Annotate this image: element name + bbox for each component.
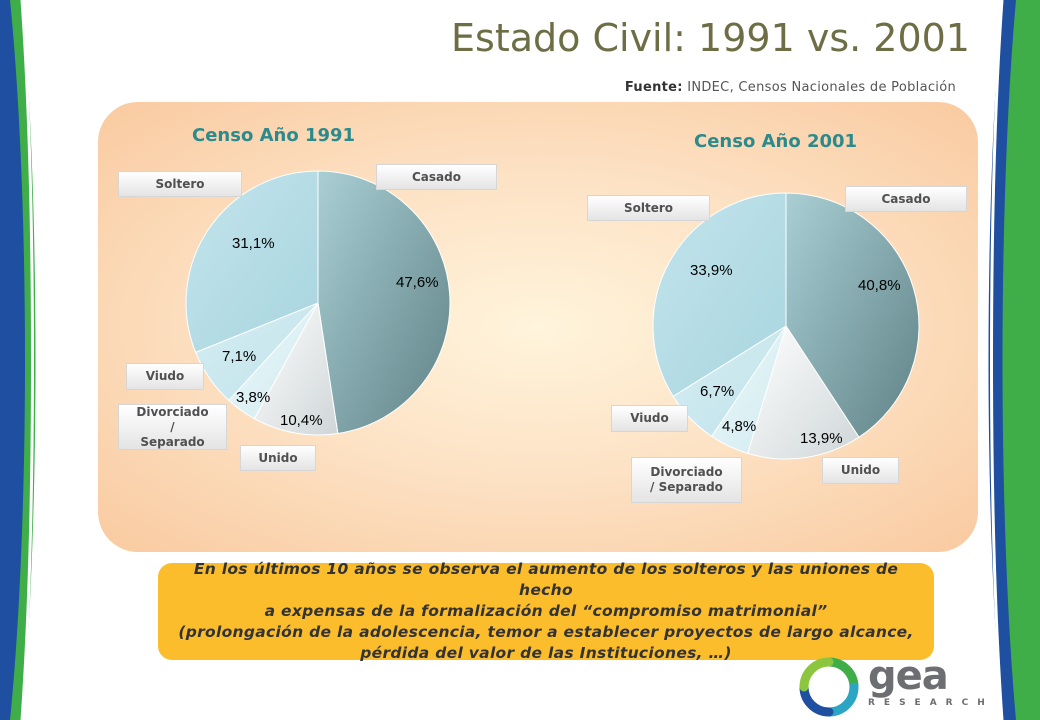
source-text: INDEC, Censos Nacionales de Población: [687, 80, 956, 95]
legend-label-viudo-2001: Viudo: [611, 405, 688, 432]
data-label-divorciado-1991: 3,8%: [236, 389, 271, 406]
legend-label-soltero-2001: Soltero: [587, 195, 710, 221]
data-label-unido-1991: 10,4%: [280, 412, 323, 429]
gea-logo-icon: [799, 657, 859, 717]
data-label-soltero-2001: 33,9%: [690, 262, 733, 279]
legend-label-casado-2001: Casado: [845, 186, 967, 212]
note-line-3: (prolongación de la adolescencia, temor …: [178, 623, 914, 641]
gea-logo-text: gea RESEARCH: [868, 656, 994, 708]
data-label-viudo-1991: 7,1%: [222, 348, 257, 365]
pie-slice-soltero-1991: [185, 170, 319, 354]
page-title: Estado Civil: 1991 vs. 2001: [451, 16, 970, 60]
legend-label-unido-1991: Unido: [240, 445, 316, 471]
source-note: Fuente: INDEC, Censos Nacionales de Pobl…: [625, 80, 956, 95]
pie-slice-casado-1991: [317, 170, 451, 435]
note-line-2: a expensas de la formalización del “comp…: [264, 602, 828, 620]
chart-title-1991: Censo Año 1991: [192, 125, 356, 146]
gea-brand-name: gea: [868, 653, 949, 699]
legend-label-viudo-1991: Viudo: [126, 363, 204, 390]
gea-brand-subtitle: RESEARCH: [868, 698, 994, 708]
legend-label-divorciado-2001: Divorciado / Separado: [631, 457, 742, 503]
chart-title-2001: Censo Año 2001: [694, 131, 858, 152]
data-label-casado-1991: 47,6%: [396, 274, 439, 291]
data-label-soltero-1991: 31,1%: [232, 235, 275, 252]
legend-label-casado-1991: Casado: [376, 164, 497, 190]
note-line-1: En los últimos 10 años se observa el aum…: [193, 560, 899, 599]
data-label-casado-2001: 40,8%: [858, 277, 901, 294]
conclusion-note: En los últimos 10 años se observa el aum…: [158, 560, 934, 662]
legend-label-unido-2001: Unido: [822, 457, 899, 484]
legend-label-soltero-1991: Soltero: [118, 171, 242, 197]
pie-slice-unido-1991: [253, 301, 339, 436]
data-label-unido-2001: 13,9%: [800, 430, 843, 447]
pie-slice-unido-2001: [747, 324, 860, 460]
data-label-viudo-2001: 6,7%: [700, 383, 735, 400]
legend-label-divorciado-1991: Divorciado / Separado: [118, 404, 227, 450]
right-decorative-band: [988, 0, 1040, 720]
data-label-divorciado-2001: 4,8%: [722, 418, 757, 435]
left-decorative-band: [0, 0, 36, 720]
note-line-4: pérdida del valor de las Instituciones, …: [360, 644, 732, 662]
pie-slice-soltero-2001: [652, 192, 787, 398]
source-label: Fuente:: [624, 80, 683, 95]
